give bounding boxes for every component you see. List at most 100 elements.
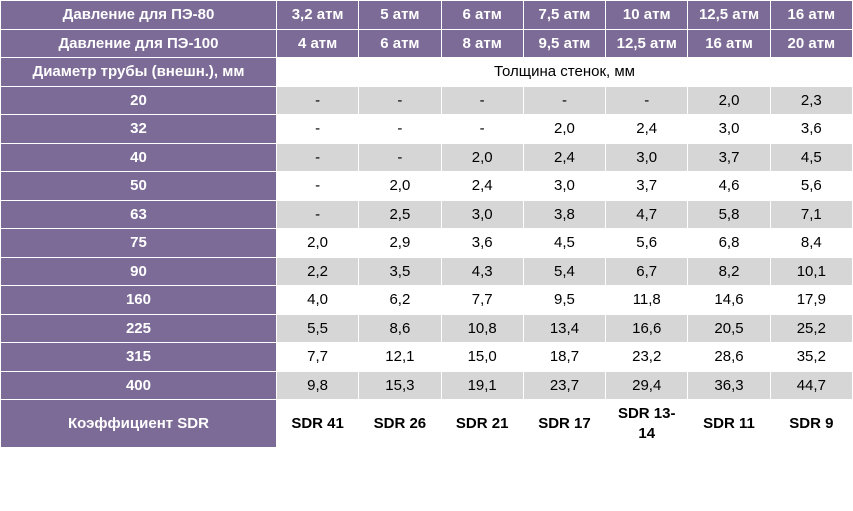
row-label: 225 bbox=[1, 314, 277, 343]
data-cell: 9,8 bbox=[276, 371, 358, 400]
row-label: 90 bbox=[1, 257, 277, 286]
data-cell: - bbox=[441, 86, 523, 115]
table-row: 50 - 2,0 2,4 3,0 3,7 4,6 5,6 bbox=[1, 172, 853, 201]
data-cell: 8,2 bbox=[688, 257, 770, 286]
row-label: 75 bbox=[1, 229, 277, 258]
header-cell: 12,5 атм bbox=[688, 1, 770, 30]
footer-cell: SDR 21 bbox=[441, 400, 523, 448]
header-cell: 20 атм bbox=[770, 29, 852, 58]
table-row: 160 4,0 6,2 7,7 9,5 11,8 14,6 17,9 bbox=[1, 286, 853, 315]
data-cell: 2,0 bbox=[359, 172, 441, 201]
footer-cell: SDR 13-14 bbox=[606, 400, 688, 448]
data-cell: 23,2 bbox=[606, 343, 688, 372]
data-cell: 3,0 bbox=[441, 200, 523, 229]
data-cell: 3,0 bbox=[523, 172, 605, 201]
footer-cell: SDR 9 bbox=[770, 400, 852, 448]
data-cell: 10,1 bbox=[770, 257, 852, 286]
header-cell: 3,2 атм bbox=[276, 1, 358, 30]
data-cell: 4,7 bbox=[606, 200, 688, 229]
row-label: 40 bbox=[1, 143, 277, 172]
data-cell: 3,0 bbox=[606, 143, 688, 172]
data-cell: 17,9 bbox=[770, 286, 852, 315]
row-label: 32 bbox=[1, 115, 277, 144]
data-cell: - bbox=[276, 115, 358, 144]
data-cell: 5,5 bbox=[276, 314, 358, 343]
data-cell: 5,8 bbox=[688, 200, 770, 229]
row-label: 63 bbox=[1, 200, 277, 229]
data-cell: 19,1 bbox=[441, 371, 523, 400]
data-cell: 7,7 bbox=[276, 343, 358, 372]
data-cell: 4,5 bbox=[523, 229, 605, 258]
table-row: 90 2,2 3,5 4,3 5,4 6,7 8,2 10,1 bbox=[1, 257, 853, 286]
data-cell: 44,7 bbox=[770, 371, 852, 400]
data-cell: 7,7 bbox=[441, 286, 523, 315]
data-cell: 5,6 bbox=[606, 229, 688, 258]
data-cell: 6,7 bbox=[606, 257, 688, 286]
data-cell: 20,5 bbox=[688, 314, 770, 343]
data-cell: - bbox=[606, 86, 688, 115]
data-cell: 8,6 bbox=[359, 314, 441, 343]
data-cell: 4,3 bbox=[441, 257, 523, 286]
data-cell: 13,4 bbox=[523, 314, 605, 343]
section-row: Диаметр трубы (внешн.), мм Толщина стено… bbox=[1, 58, 853, 87]
section-header: Толщина стенок, мм bbox=[276, 58, 852, 87]
data-cell: 6,8 bbox=[688, 229, 770, 258]
data-cell: 8,4 bbox=[770, 229, 852, 258]
row-label: 20 bbox=[1, 86, 277, 115]
pipe-spec-table: Давление для ПЭ-80 3,2 атм 5 атм 6 атм 7… bbox=[0, 0, 853, 448]
data-cell: 14,6 bbox=[688, 286, 770, 315]
header-cell: 4 атм bbox=[276, 29, 358, 58]
row-label: 400 bbox=[1, 371, 277, 400]
data-cell: 36,3 bbox=[688, 371, 770, 400]
data-cell: 16,6 bbox=[606, 314, 688, 343]
data-cell: 3,6 bbox=[770, 115, 852, 144]
table-row: 75 2,0 2,9 3,6 4,5 5,6 6,8 8,4 bbox=[1, 229, 853, 258]
row-label: 50 bbox=[1, 172, 277, 201]
header-label-pe100: Давление для ПЭ-100 bbox=[1, 29, 277, 58]
data-cell: 5,4 bbox=[523, 257, 605, 286]
footer-row-sdr: Коэффициент SDR SDR 41 SDR 26 SDR 21 SDR… bbox=[1, 400, 853, 448]
data-cell: 3,0 bbox=[688, 115, 770, 144]
header-cell: 9,5 атм bbox=[523, 29, 605, 58]
header-cell: 7,5 атм bbox=[523, 1, 605, 30]
data-cell: 2,5 bbox=[359, 200, 441, 229]
data-cell: - bbox=[523, 86, 605, 115]
table-row: 20 - - - - - 2,0 2,3 bbox=[1, 86, 853, 115]
data-cell: - bbox=[276, 172, 358, 201]
data-cell: 11,8 bbox=[606, 286, 688, 315]
data-cell: - bbox=[441, 115, 523, 144]
header-cell: 8 атм bbox=[441, 29, 523, 58]
table-row: 40 - - 2,0 2,4 3,0 3,7 4,5 bbox=[1, 143, 853, 172]
header-row-pe80: Давление для ПЭ-80 3,2 атм 5 атм 6 атм 7… bbox=[1, 1, 853, 30]
data-cell: - bbox=[276, 86, 358, 115]
table-row: 63 - 2,5 3,0 3,8 4,7 5,8 7,1 bbox=[1, 200, 853, 229]
data-cell: 10,8 bbox=[441, 314, 523, 343]
data-cell: - bbox=[276, 143, 358, 172]
data-cell: 2,4 bbox=[441, 172, 523, 201]
header-cell: 16 атм bbox=[770, 1, 852, 30]
data-cell: - bbox=[359, 86, 441, 115]
footer-label: Коэффициент SDR bbox=[1, 400, 277, 448]
table-row: 400 9,8 15,3 19,1 23,7 29,4 36,3 44,7 bbox=[1, 371, 853, 400]
header-cell: 16 атм bbox=[688, 29, 770, 58]
data-cell: 3,8 bbox=[523, 200, 605, 229]
footer-cell: SDR 41 bbox=[276, 400, 358, 448]
header-row-pe100: Давление для ПЭ-100 4 атм 6 атм 8 атм 9,… bbox=[1, 29, 853, 58]
data-cell: 35,2 bbox=[770, 343, 852, 372]
data-cell: 15,0 bbox=[441, 343, 523, 372]
footer-cell: SDR 17 bbox=[523, 400, 605, 448]
data-cell: - bbox=[359, 143, 441, 172]
data-cell: 3,7 bbox=[688, 143, 770, 172]
data-cell: - bbox=[359, 115, 441, 144]
data-cell: 4,0 bbox=[276, 286, 358, 315]
data-cell: 5,6 bbox=[770, 172, 852, 201]
data-cell: 2,9 bbox=[359, 229, 441, 258]
row-label: 315 bbox=[1, 343, 277, 372]
table-row: 225 5,5 8,6 10,8 13,4 16,6 20,5 25,2 bbox=[1, 314, 853, 343]
header-cell: 6 атм bbox=[441, 1, 523, 30]
data-cell: 2,4 bbox=[523, 143, 605, 172]
data-cell: 2,0 bbox=[276, 229, 358, 258]
data-cell: 3,6 bbox=[441, 229, 523, 258]
row-label: 160 bbox=[1, 286, 277, 315]
header-cell: 10 атм bbox=[606, 1, 688, 30]
